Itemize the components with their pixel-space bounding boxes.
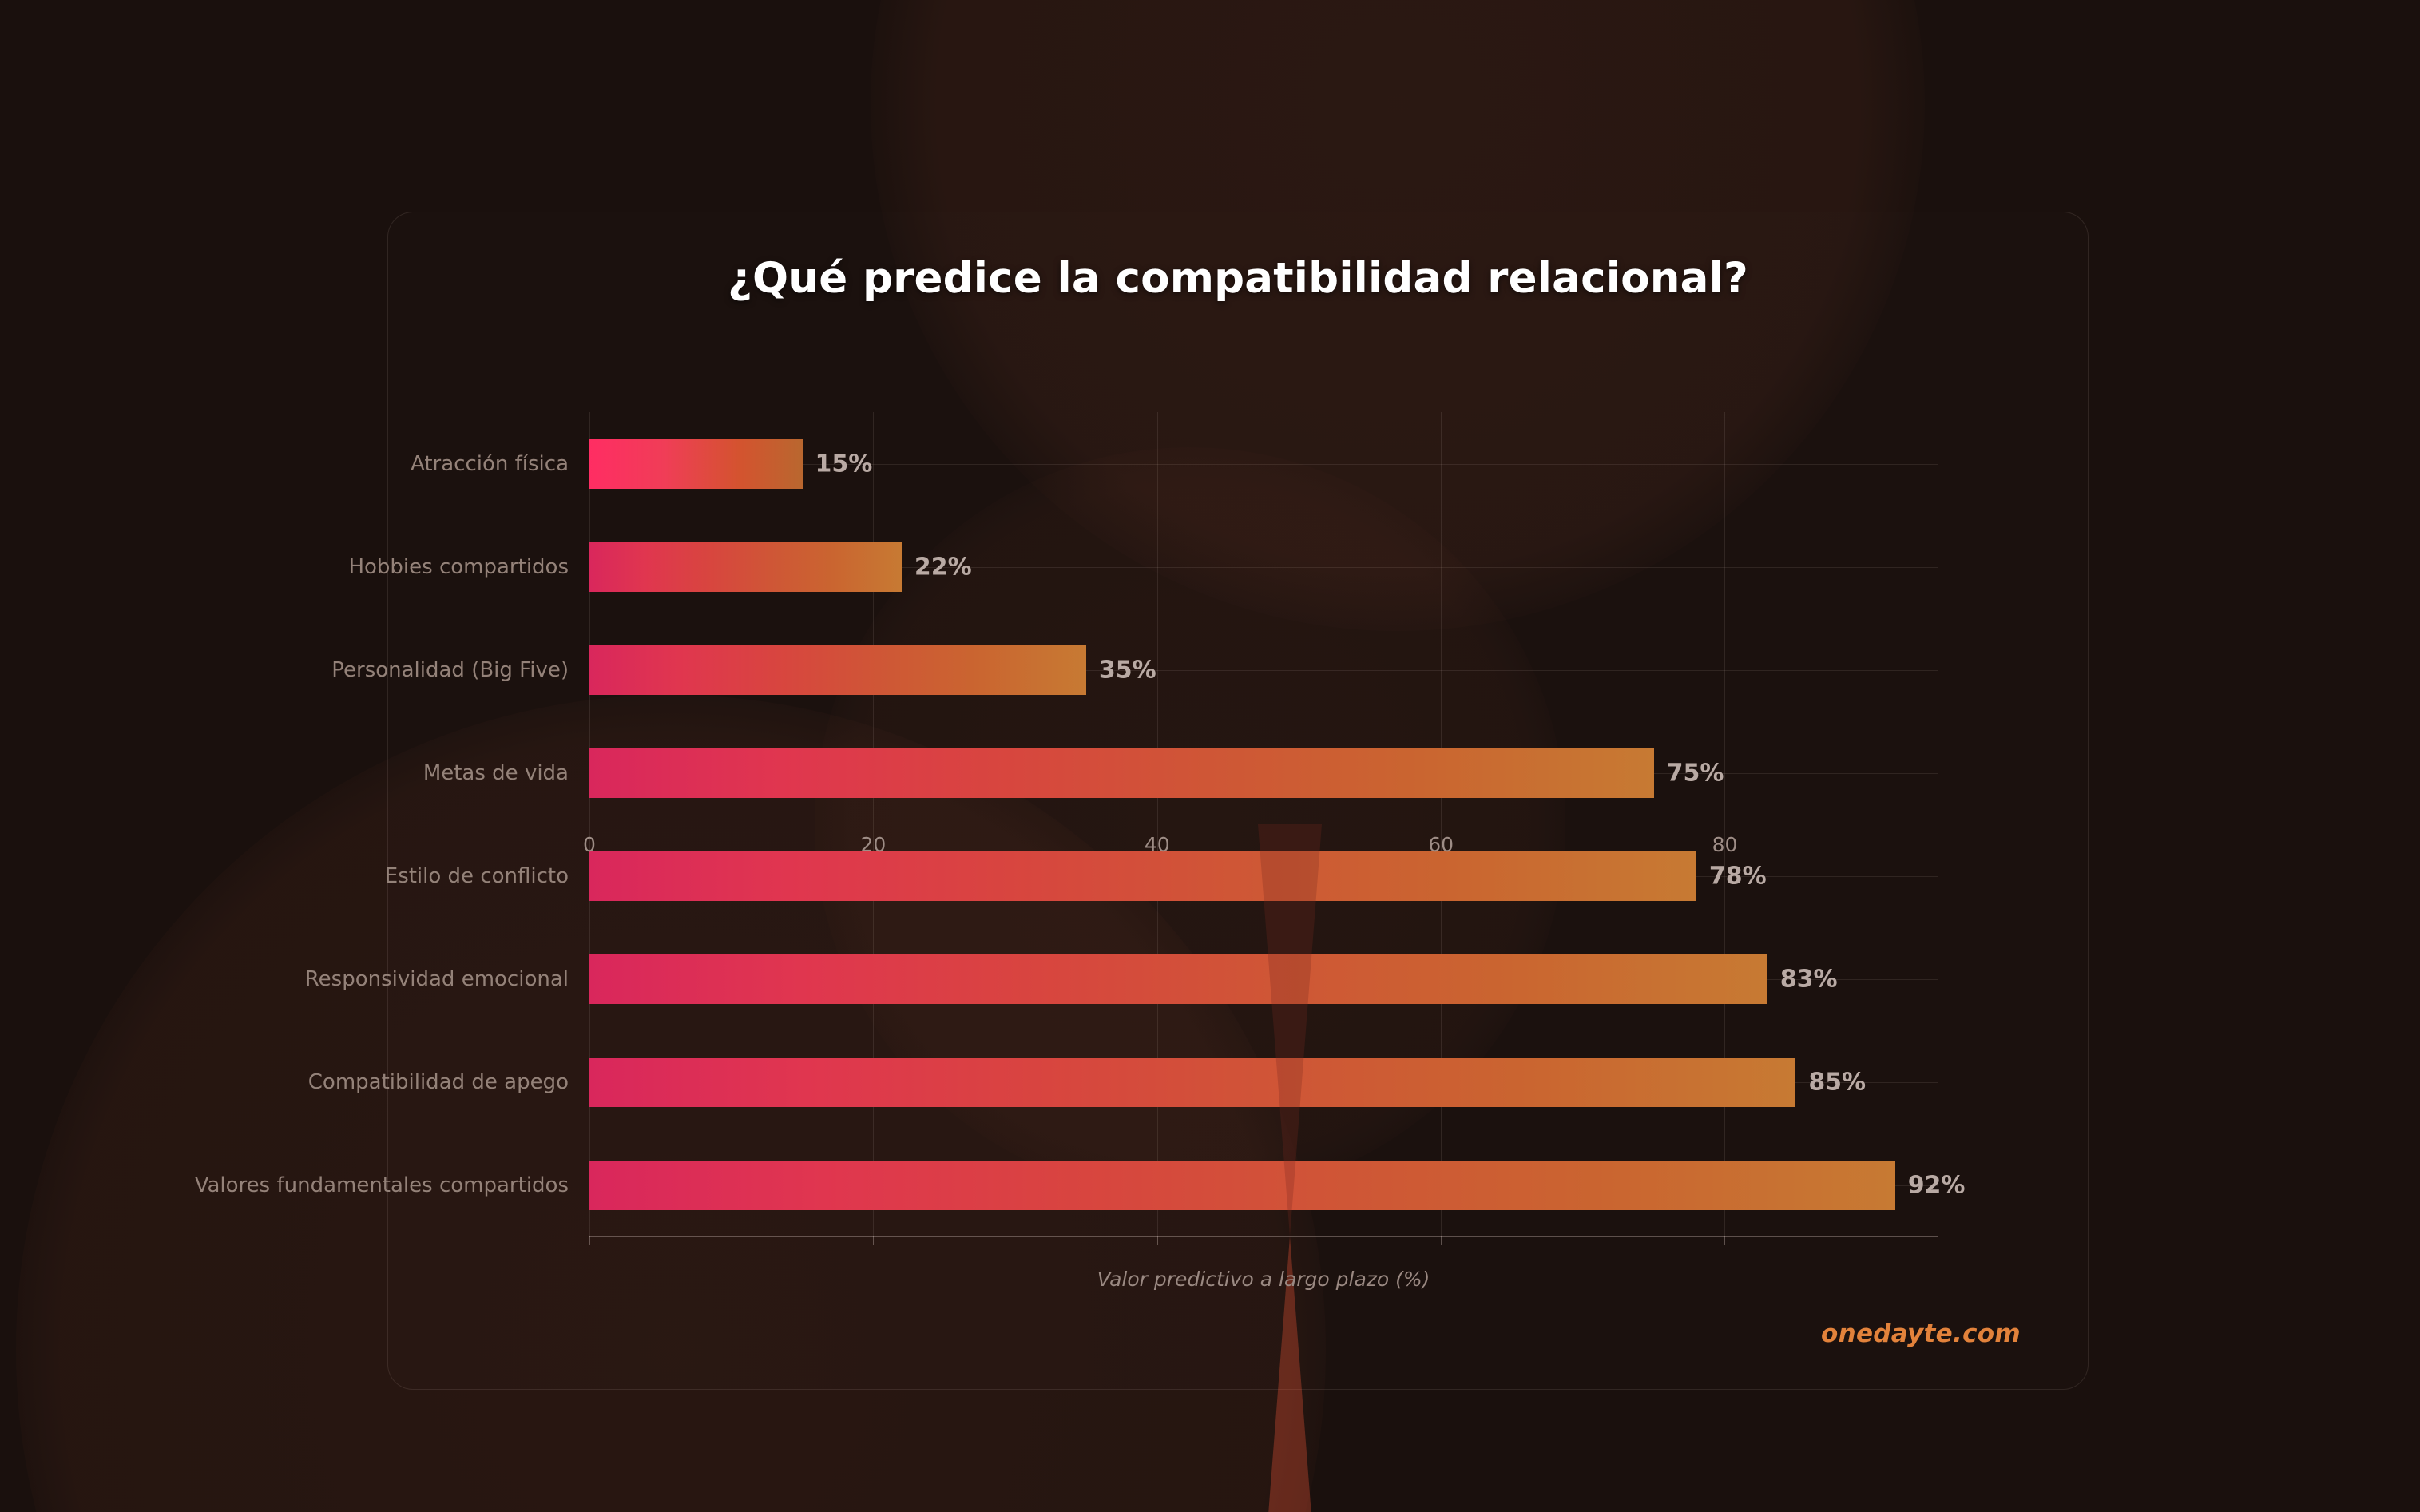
category-label: Estilo de conflicto (384, 863, 569, 888)
bar-value-label: 75% (1666, 759, 1724, 787)
horizontal-gridline (589, 566, 1938, 568)
bar (589, 1160, 1895, 1210)
vertical-gridline (1156, 412, 1158, 1236)
bar (589, 851, 1696, 901)
x-axis-tick (1441, 1236, 1442, 1245)
bar-value-label: 15% (815, 450, 873, 478)
x-axis-tick-label: 60 (1428, 833, 1454, 856)
category-label: Atracción física (411, 451, 569, 476)
bar (589, 748, 1654, 798)
bar-value-label: 85% (1808, 1068, 1867, 1096)
horizontal-gridline (589, 669, 1938, 671)
y-axis-category-labels: Atracción física Hobbies compartidos Perso… (195, 412, 569, 1236)
x-axis-tick-label: 20 (860, 833, 887, 856)
category-label: Compatibilidad de apego (307, 1070, 569, 1094)
x-axis-tick-label: 0 (583, 833, 596, 856)
x-axis-tick (1156, 1236, 1158, 1245)
bar (589, 542, 902, 592)
x-axis-tick (873, 1236, 875, 1245)
x-axis-tick-label: 40 (1144, 833, 1170, 856)
x-axis-title: Valor predictivo a largo plazo (%) (1097, 1268, 1430, 1291)
bar-value-label: 78% (1708, 862, 1767, 890)
vertical-gridline (1441, 412, 1442, 1236)
horizontal-gridline (589, 463, 1938, 465)
category-label: Personalidad (Big Five) (331, 657, 569, 682)
chart-card-frame (387, 212, 2089, 1390)
bar-value-label: 22% (914, 553, 972, 581)
bar (589, 954, 1767, 1004)
category-label: Valores fundamentales compartidos (194, 1173, 569, 1197)
category-label: Metas de vida (423, 760, 569, 785)
vertical-gridline (873, 412, 875, 1236)
x-axis-tick (589, 1236, 590, 1245)
x-axis-tick (1724, 1236, 1726, 1245)
bar-value-label: 92% (1907, 1171, 1966, 1199)
bar-value-label: 35% (1098, 656, 1156, 684)
chart-title: ¿Qué predice la compatibilidad relaciona… (728, 254, 1748, 303)
vertical-gridline (589, 412, 590, 1236)
bar (589, 439, 803, 489)
vertical-gridline (1724, 412, 1726, 1236)
x-axis-line (589, 1236, 1938, 1237)
bar (589, 645, 1086, 695)
x-axis-tick-label: 80 (1712, 833, 1738, 856)
watermark-brand: onedayte.com (1821, 1320, 2021, 1348)
plot-area: 15% 22% 35% 75% 78% 83% 85% 92% (589, 412, 1966, 1512)
category-label: Hobbies compartidos (348, 554, 569, 579)
category-label: Responsividad emocional (304, 966, 569, 991)
bar-value-label: 83% (1779, 965, 1838, 993)
bar (589, 1057, 1796, 1107)
